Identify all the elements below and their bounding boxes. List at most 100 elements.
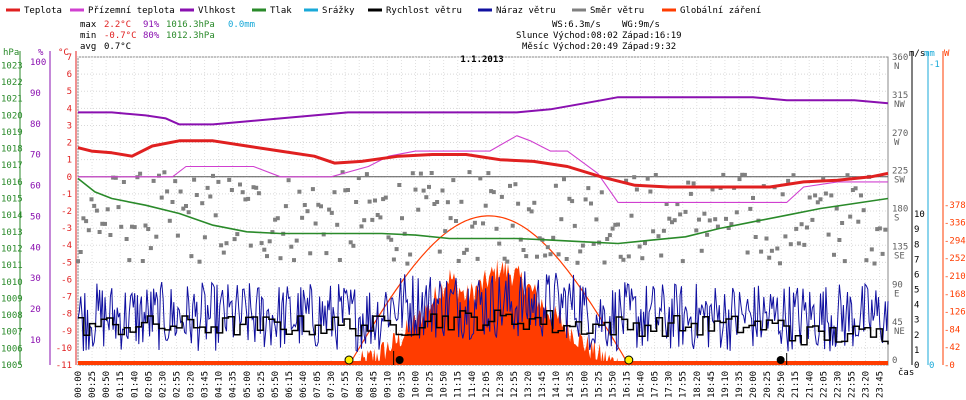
mm-tick-label: 0	[929, 361, 934, 371]
wind-direction-point	[470, 224, 475, 229]
dir-tick-compass: SW	[894, 176, 905, 186]
wind-direction-point	[707, 218, 712, 223]
wind-direction-point	[108, 233, 113, 237]
wind-direction-point	[694, 228, 699, 233]
wind-direction-point	[273, 217, 278, 222]
wind-direction-point	[826, 232, 831, 237]
wind-direction-point	[165, 189, 170, 194]
time-tick-label: 14:10	[552, 371, 562, 398]
temp-axis-title: °C	[58, 48, 69, 58]
time-tick-label: 20:00	[749, 371, 759, 398]
wind-direction-point	[502, 256, 507, 261]
wind-direction-point	[389, 237, 394, 242]
time-tick-label: 18:45	[707, 371, 717, 398]
x-unit-label: čas	[898, 367, 914, 378]
wind-direction-point	[275, 216, 280, 221]
time-tick-label: 22:55	[847, 371, 857, 398]
temperature-line	[77, 139, 889, 189]
time-tick-label: 08:20	[355, 371, 365, 398]
wind-direction-point	[794, 226, 799, 231]
wind-direction-point	[802, 242, 807, 247]
legend-label-teplota: Teplota	[24, 6, 62, 16]
wind-direction-point	[510, 223, 515, 228]
ms-tick-label: 9	[914, 225, 919, 235]
time-tick-label: 04:10	[215, 371, 225, 398]
wind-direction-point	[821, 176, 826, 181]
dir-tick-label: 90	[892, 280, 903, 290]
pct-tick-label: 20	[30, 305, 41, 315]
wind-direction-point	[119, 224, 124, 229]
wind-direction-point	[362, 218, 367, 223]
ms-tick-label: 7	[914, 255, 919, 265]
wind-direction-point	[489, 189, 494, 194]
w-tick-label: -0	[944, 361, 955, 371]
wind-direction-point	[308, 251, 313, 256]
wind-direction-point	[238, 182, 242, 187]
wind-direction-point	[486, 171, 491, 176]
wind-direction-point	[780, 192, 785, 197]
wind-direction-point	[265, 254, 269, 259]
wind-direction-point	[483, 203, 488, 208]
ms-tick-label: 4	[914, 301, 919, 311]
wind-direction-point	[456, 259, 461, 263]
wind-direction-point	[316, 202, 321, 207]
wind-direction-point	[467, 170, 472, 175]
hpa-tick-label: 1020	[1, 111, 23, 121]
time-tick-label: 16:15	[622, 371, 632, 398]
wind-direction-point	[305, 209, 310, 214]
pct-tick-label: 100	[30, 58, 46, 68]
legend-label-zareni: Globální záření	[680, 6, 761, 16]
wind-direction-point	[651, 229, 656, 234]
wind-direction-point	[691, 181, 696, 186]
wind-direction-point	[337, 258, 342, 262]
legend-label-smer: Směr větru	[590, 6, 644, 16]
wind-direction-point	[211, 173, 215, 178]
wind-direction-point	[734, 210, 739, 215]
ms-tick-label: 2	[914, 331, 919, 341]
wind-direction-point	[653, 173, 658, 177]
dir-tick-label: 360	[892, 53, 908, 63]
wind-direction-point	[643, 241, 647, 246]
wind-direction-point	[410, 171, 415, 176]
wind-direction-point	[151, 178, 156, 183]
legend-label-tlak: Tlak	[270, 6, 292, 16]
wind-direction-point	[724, 216, 728, 221]
wind-direction-point	[375, 213, 380, 217]
time-tick-label: 17:30	[665, 371, 675, 398]
wind-direction-point	[302, 203, 307, 207]
wind-direction-point	[354, 200, 359, 204]
wind-direction-point	[246, 196, 251, 201]
wind-direction-point	[267, 239, 272, 244]
wind-direction-point	[378, 215, 383, 220]
wind-direction-point	[753, 235, 758, 239]
wind-direction-point	[221, 250, 226, 255]
time-tick-label: 01:40	[130, 371, 140, 398]
wind-direction-point	[783, 234, 788, 239]
wind-direction-point	[702, 211, 707, 216]
wind-direction-point	[408, 252, 413, 257]
wind-direction-point	[194, 193, 199, 197]
wind-direction-point	[143, 223, 148, 228]
dir-tick-label: 0	[892, 356, 897, 366]
time-tick-label: 15:00	[580, 371, 590, 398]
wind-direction-point	[373, 198, 377, 203]
wind-direction-point	[132, 225, 137, 230]
wind-direction-point	[872, 261, 877, 266]
wind-direction-point	[861, 208, 866, 213]
wind-direction-point	[254, 185, 259, 190]
wind-direction-point	[157, 173, 161, 178]
pct-tick-label: 40	[30, 243, 41, 253]
time-tick-label: 02:55	[172, 371, 182, 398]
pct-tick-label: 60	[30, 182, 41, 192]
w-tick-label: -168	[944, 290, 966, 300]
moon-rise: Východ:20:49	[553, 42, 618, 52]
wind-direction-point	[516, 201, 521, 206]
wind-direction-point	[116, 205, 121, 210]
wind-direction-point	[626, 254, 631, 259]
wind-direction-point	[537, 236, 542, 241]
temp-tick-label: -6	[61, 275, 72, 285]
wind-direction-point	[297, 189, 302, 194]
time-tick-label: 05:50	[271, 371, 281, 398]
wind-direction-point	[570, 199, 575, 204]
